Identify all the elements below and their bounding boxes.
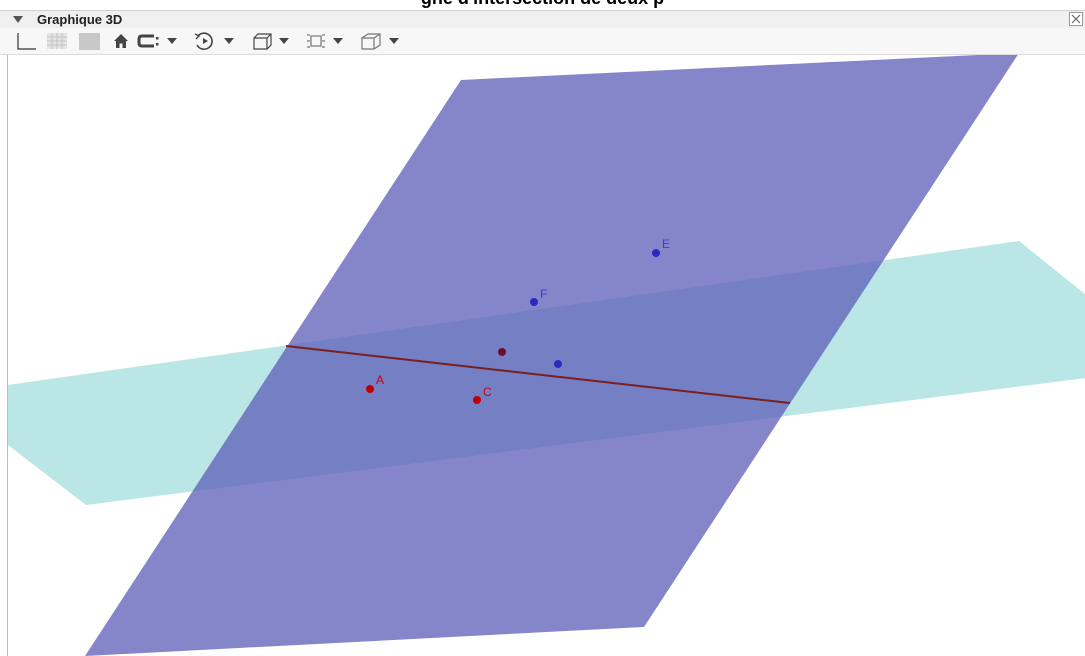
view-box-button[interactable] [251,31,275,51]
cube-view-button[interactable] [359,31,383,51]
view-box-icon [253,33,272,50]
plane-toggle-icon [79,33,100,50]
rotate-button[interactable] [193,31,217,51]
cube-view-icon [361,33,381,50]
projection-dropdown-icon[interactable] [333,38,343,44]
panel-title: Graphique 3D [37,12,123,27]
panel-titlebar: Graphique 3D [0,10,1085,29]
rotate-dropdown-icon[interactable] [224,38,234,44]
point-a[interactable] [366,385,374,393]
page-heading: gne d'intersection de deux p [0,0,1085,10]
clipping-dropdown-icon[interactable] [167,38,177,44]
projection-button[interactable] [305,31,329,51]
axes-toggle-button[interactable] [14,31,38,51]
plane-purple[interactable] [85,55,1019,656]
home-icon [114,34,128,48]
scene-canvas [8,55,1085,656]
view-toolbar [0,28,1085,55]
rotate-icon [194,32,213,51]
point-c[interactable] [473,396,481,404]
label-point-f: F [540,287,548,301]
point-intersection-1[interactable] [498,348,506,356]
graphics-3d-viewport[interactable]: A C E F [7,55,1085,656]
plane-toggle-button[interactable] [78,31,102,51]
label-point-a: A [376,373,385,387]
clipping-button[interactable] [136,31,160,51]
close-icon [1071,14,1081,24]
clipping-icon [137,34,159,48]
view-box-dropdown-icon[interactable] [279,38,289,44]
intersection-line[interactable] [285,345,791,404]
projection-icon [307,34,325,48]
axes-toggle-icon [17,33,36,50]
point-intersection-2[interactable] [554,360,562,368]
label-point-c: C [483,385,492,399]
point-e[interactable] [652,249,660,257]
close-panel-button[interactable] [1069,12,1083,26]
label-point-e: E [662,237,671,251]
grid-toggle-button[interactable] [45,31,69,51]
point-f[interactable] [530,298,538,306]
grid-toggle-icon [47,33,67,49]
home-button[interactable] [111,31,131,51]
collapse-triangle-icon[interactable] [13,16,23,23]
cube-view-dropdown-icon[interactable] [389,38,399,44]
